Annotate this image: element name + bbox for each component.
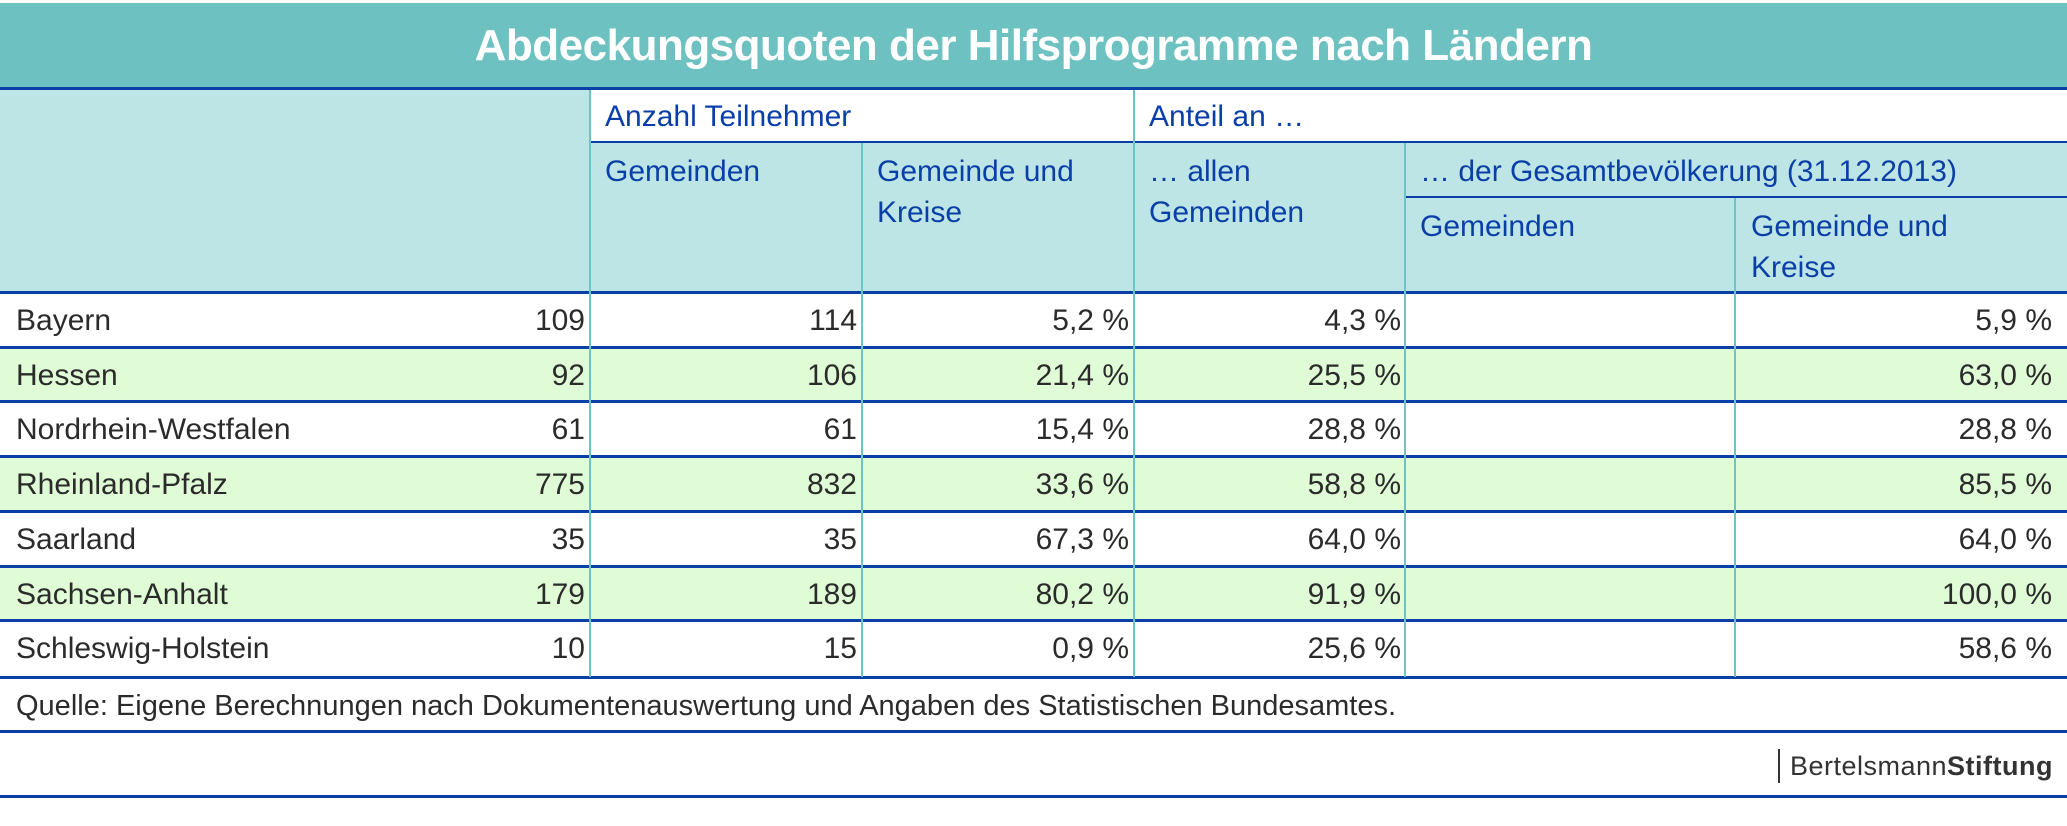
cell-bev-gemeinden: 91,9 %	[1307, 578, 1401, 611]
header-col-bev-gk-1: Gemeinde und	[1751, 210, 1948, 243]
cell-tn-gemeinde-kreise: 106	[806, 359, 857, 392]
cell-tn-gemeinde-kreise: 189	[806, 578, 857, 611]
column-rule	[589, 90, 591, 677]
cell-tn-gemeinde-kreise: 35	[823, 523, 857, 556]
cell-tn-gemeinden: 775	[534, 468, 585, 501]
table-title: Abdeckungsquoten der Hilfsprogramme nach…	[0, 3, 2067, 88]
cell-anteil-gemeinden: 0,9 %	[1052, 632, 1129, 665]
cell-tn-gemeinden: 109	[534, 304, 585, 337]
row-rule	[0, 346, 2067, 349]
cell-tn-gemeinden: 10	[551, 632, 585, 665]
cell-land: Schleswig-Holstein	[16, 632, 270, 665]
column-rule	[861, 143, 863, 677]
cell-bev-gemeinde-kreise: 100,0 %	[1941, 578, 2052, 611]
header-col-gemeinde-kreise-1: Gemeinde und	[877, 155, 1074, 188]
header-col-bev-gk-2: Kreise	[1751, 251, 1837, 284]
column-rule	[1404, 143, 1406, 677]
table-row: Schleswig-Holstein 10 15 0,9 % 25,6 % 58,6 %	[0, 622, 2067, 674]
cell-tn-gemeinden: 179	[534, 578, 585, 611]
cell-tn-gemeinden: 61	[551, 413, 585, 446]
cell-anteil-gemeinden: 67,3 %	[1035, 523, 1129, 556]
header-col-allen-2: Gemeinden	[1149, 196, 1305, 229]
cell-bev-gemeinden: 4,3 %	[1324, 304, 1401, 337]
row-rule	[0, 619, 2067, 622]
cell-bev-gemeinden: 64,0 %	[1307, 523, 1401, 556]
cell-land: Rheinland-Pfalz	[16, 468, 228, 501]
source-note: Quelle: Eigene Berechnungen nach Dokumen…	[16, 690, 1397, 722]
header-group-anzahl: Anzahl Teilnehmer	[605, 100, 852, 133]
cell-anteil-gemeinden: 21,4 %	[1035, 359, 1129, 392]
cell-anteil-gemeinden: 80,2 %	[1035, 578, 1129, 611]
cell-tn-gemeinden: 35	[551, 523, 585, 556]
cell-land: Bayern	[16, 304, 112, 337]
cell-anteil-gemeinden: 15,4 %	[1035, 413, 1129, 446]
logo-part-2: Stiftung	[1947, 751, 2053, 781]
header-col-gemeinde-kreise-2: Kreise	[877, 196, 963, 229]
cell-bev-gemeinde-kreise: 28,8 %	[1958, 413, 2052, 446]
cell-tn-gemeinde-kreise: 61	[823, 413, 857, 446]
cell-bev-gemeinden: 25,6 %	[1307, 632, 1401, 665]
cell-tn-gemeinden: 92	[551, 359, 585, 392]
column-rule	[1734, 198, 1736, 677]
table-row: Saarland 35 35 67,3 % 64,0 % 64,0 %	[0, 513, 2067, 565]
cell-bev-gemeinde-kreise: 85,5 %	[1958, 468, 2052, 501]
cell-land: Nordrhein-Westfalen	[16, 413, 291, 446]
cell-bev-gemeinde-kreise: 63,0 %	[1958, 359, 2052, 392]
header-col-gemeinden: Gemeinden	[605, 155, 761, 188]
cell-land: Hessen	[16, 359, 118, 392]
table-row: Hessen 92 106 21,4 % 25,5 % 63,0 %	[0, 349, 2067, 401]
cell-anteil-gemeinden: 33,6 %	[1035, 468, 1129, 501]
bertelsmann-logo: Bertelsmann Stiftung	[1777, 748, 2053, 784]
table-row: Rheinland-Pfalz 775 832 33,6 % 58,8 % 85,5 %	[0, 458, 2067, 510]
header-rule-2	[1404, 196, 2067, 198]
cell-land: Sachsen-Anhalt	[16, 578, 228, 611]
header-group-strip	[590, 90, 2067, 142]
table-row: Sachsen-Anhalt 179 189 80,2 % 91,9 % 100,0 %	[0, 568, 2067, 620]
bottom-rule	[0, 795, 2067, 798]
cell-bev-gemeinden: 58,8 %	[1307, 468, 1401, 501]
cell-tn-gemeinde-kreise: 15	[823, 632, 857, 665]
cell-bev-gemeinde-kreise: 64,0 %	[1958, 523, 2052, 556]
table-row: Nordrhein-Westfalen 61 61 15,4 % 28,8 % 28,8 …	[0, 403, 2067, 455]
cell-tn-gemeinde-kreise: 832	[806, 468, 857, 501]
row-rule	[0, 455, 2067, 458]
logo-bar-icon	[1777, 749, 1780, 783]
header-col-bev-gemeinden: Gemeinden	[1420, 210, 1576, 243]
row-rule	[0, 676, 2067, 679]
title-divider	[0, 87, 2067, 90]
cell-anteil-gemeinden: 5,2 %	[1052, 304, 1129, 337]
row-rule	[0, 565, 2067, 568]
cell-bev-gemeinde-kreise: 5,9 %	[1975, 304, 2052, 337]
row-rule	[0, 510, 2067, 513]
cell-land: Saarland	[16, 523, 137, 556]
header-bottom-rule	[0, 291, 2067, 294]
row-rule	[0, 400, 2067, 403]
column-rule	[1133, 90, 1135, 677]
header-group-anteil: Anteil an …	[1149, 100, 1305, 133]
source-rule	[0, 730, 2067, 733]
header-rule-1	[590, 141, 2067, 143]
cell-bev-gemeinden: 28,8 %	[1307, 413, 1401, 446]
cell-bev-gemeinden: 25,5 %	[1307, 359, 1401, 392]
table-row: Bayern 109 114 5,2 % 4,3 % 5,9 %	[0, 294, 2067, 346]
header-group-bevoelkerung: … der Gesamtbevölkerung (31.12.2013)	[1420, 155, 1957, 188]
cell-bev-gemeinde-kreise: 58,6 %	[1958, 632, 2052, 665]
cell-tn-gemeinde-kreise: 114	[809, 304, 857, 337]
header-col-allen-1: … allen	[1149, 155, 1251, 188]
logo-part-1: Bertelsmann	[1789, 751, 1948, 781]
